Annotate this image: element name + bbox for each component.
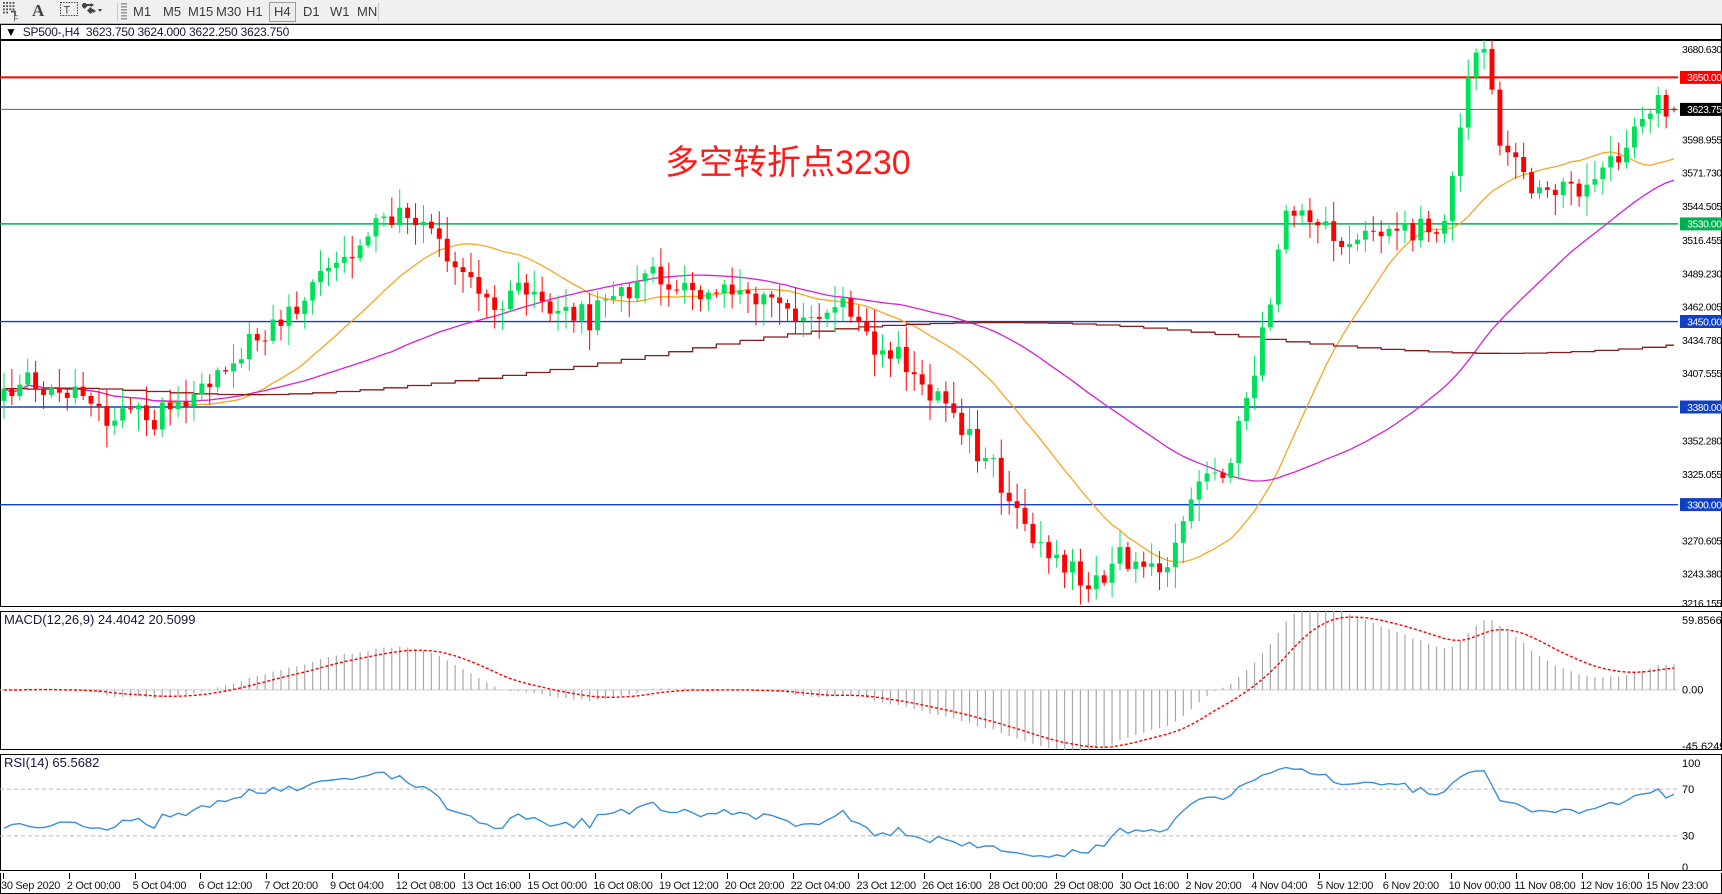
- svg-text:59.8566: 59.8566: [1682, 615, 1722, 627]
- svg-text:30: 30: [1682, 831, 1694, 843]
- svg-text:3352.280: 3352.280: [1682, 437, 1722, 448]
- svg-text:3325.055: 3325.055: [1682, 470, 1722, 481]
- svg-text:3544.505: 3544.505: [1682, 202, 1722, 213]
- svg-text:3450.000: 3450.000: [1687, 317, 1722, 328]
- svg-text:3407.555: 3407.555: [1682, 369, 1722, 380]
- svg-text:3216.155: 3216.155: [1682, 599, 1722, 607]
- svg-text:100: 100: [1682, 758, 1700, 770]
- svg-text:F: F: [14, 15, 19, 23]
- svg-text:多空转折点3230: 多空转折点3230: [665, 144, 911, 182]
- svg-text:3650.000: 3650.000: [1687, 73, 1722, 84]
- svg-text:-45.6249: -45.6249: [1682, 741, 1722, 750]
- svg-text:3598.955: 3598.955: [1682, 136, 1722, 147]
- svg-text:T: T: [64, 5, 71, 17]
- svg-text:0.00: 0.00: [1682, 685, 1703, 697]
- svg-text:3462.005: 3462.005: [1682, 303, 1722, 314]
- svg-text:0: 0: [1682, 862, 1688, 871]
- svg-text:MACD(12,26,9) 24.4042 20.5099: MACD(12,26,9) 24.4042 20.5099: [4, 612, 196, 627]
- svg-text:3530.000: 3530.000: [1687, 220, 1722, 231]
- svg-text:3516.455: 3516.455: [1682, 236, 1722, 247]
- svg-text:3489.230: 3489.230: [1682, 269, 1722, 280]
- svg-text:RSI(14) 65.5682: RSI(14) 65.5682: [4, 755, 99, 770]
- svg-text:3380.000: 3380.000: [1687, 403, 1722, 414]
- svg-text:3434.780: 3434.780: [1682, 336, 1722, 347]
- svg-text:3300.000: 3300.000: [1687, 500, 1722, 511]
- svg-text:3243.380: 3243.380: [1682, 570, 1722, 581]
- svg-text:3680.630: 3680.630: [1682, 45, 1722, 56]
- svg-text:70: 70: [1682, 784, 1694, 796]
- svg-text:3623.750: 3623.750: [1687, 105, 1722, 116]
- svg-text:3270.605: 3270.605: [1682, 536, 1722, 547]
- svg-text:3571.730: 3571.730: [1682, 169, 1722, 180]
